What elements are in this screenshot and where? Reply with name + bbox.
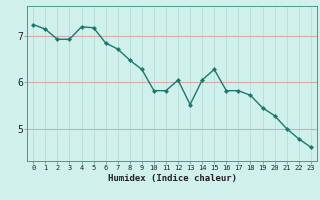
X-axis label: Humidex (Indice chaleur): Humidex (Indice chaleur) <box>108 174 236 183</box>
